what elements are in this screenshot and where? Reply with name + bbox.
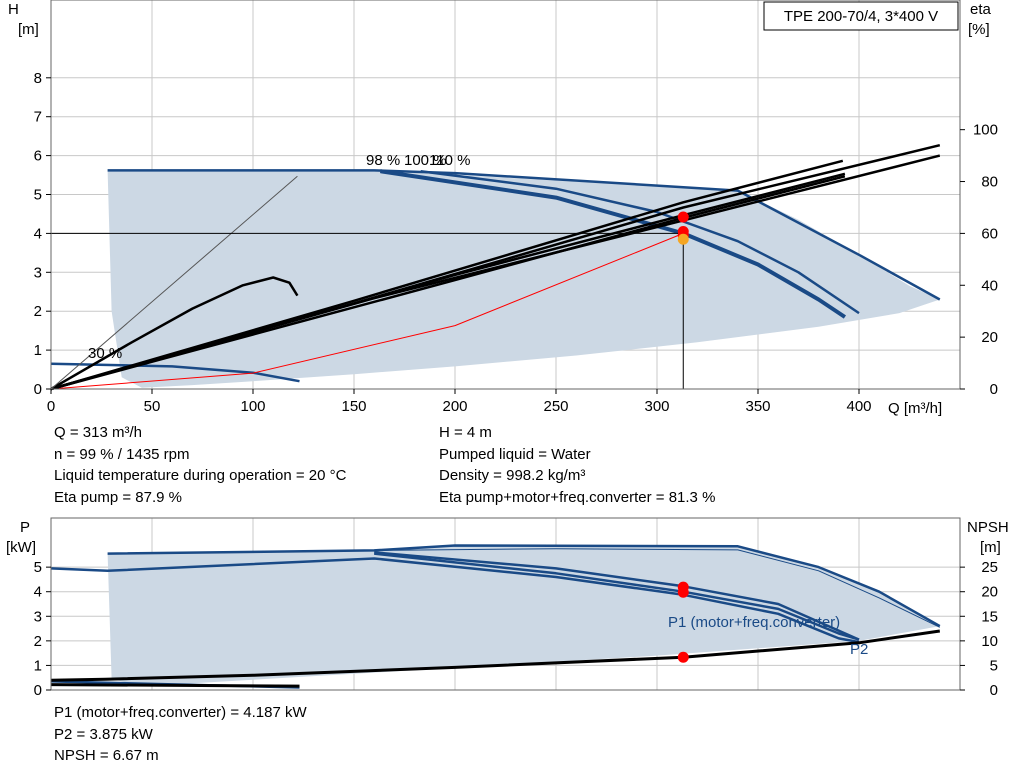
y-tick-label-left: 4 [34, 584, 42, 601]
envelope-area [51, 170, 940, 388]
y-tick-label-right: 20 [981, 329, 998, 346]
info-flow: Q = 313 m³/h [54, 424, 142, 441]
speed-label-110: 110 % [429, 152, 470, 169]
p2-series-label: P2 [850, 641, 868, 658]
y-tick-label-right: 80 [981, 174, 998, 191]
y-tick-label-right: 25 [981, 559, 998, 576]
envelope-area [51, 545, 940, 687]
y-tick-label-left: 0 [34, 682, 42, 699]
y-tick-label-left: 2 [34, 303, 42, 320]
info-head-left: Q = 313 m³/h n = 99 % / 1435 rpm Liquid … [54, 422, 346, 508]
y-tick-label-left: 7 [34, 109, 42, 126]
x-tick-label: 50 [144, 398, 161, 415]
npsh-axis-label: NPSH [967, 519, 1009, 536]
info-eta-total: Eta pump+motor+freq.converter = 81.3 % [439, 488, 716, 506]
h-axis-label: H [8, 1, 19, 18]
p1_thin-curve [374, 548, 941, 628]
plot-frame [50, 517, 961, 691]
speed-label-98: 98 % [366, 152, 400, 169]
y-tick-label-right: 100 [973, 122, 998, 139]
info-liquid: Pumped liquid = Water [439, 445, 591, 463]
x-tick-label: 400 [846, 398, 871, 415]
y-tick-label-left: 1 [34, 657, 42, 674]
info-eta-pump: Eta pump = 87.9 % [54, 488, 182, 506]
y-tick-label-right: 15 [981, 608, 998, 625]
y-tick-label-left: 5 [34, 559, 42, 576]
y-tick-label-right: 40 [981, 277, 998, 294]
head-curve [420, 169, 860, 315]
info-head-right: H = 4 m Pumped liquid = Water Density = … [439, 422, 715, 508]
x-tick-label: 350 [745, 398, 770, 415]
x-tick-label: 0 [47, 398, 55, 415]
info-head-value: H = 4 m [439, 424, 492, 441]
y-tick-label-right: 10 [981, 633, 998, 650]
p2-curve [50, 557, 860, 644]
info-density: Density = 998.2 kg/m³ [439, 467, 586, 484]
y-tick-label-right: 60 [981, 225, 998, 242]
y-tick-label-left: 2 [34, 633, 42, 650]
power-npsh-chart: 0 1 2 3 4 5 0 5 10 15 20 25 [34, 517, 998, 699]
x-tick-label: 200 [442, 398, 467, 415]
x-tick-label: 100 [240, 398, 265, 415]
x-tick-label: 300 [644, 398, 669, 415]
y-tick-label-left: 4 [34, 225, 42, 242]
q-axis-label: Q [m³/h] [888, 400, 942, 417]
operating-point [677, 211, 689, 223]
p1-curve [374, 552, 860, 641]
npsh-axis-unit: [m] [980, 539, 1001, 556]
eta-curve [50, 175, 846, 391]
info-power: P1 (motor+freq.converter) = 4.187 kW P2 … [54, 702, 307, 767]
speed-label-100: 100 % [404, 152, 447, 169]
x-tick-label: 150 [341, 398, 366, 415]
y-tick-label-left: 0 [34, 381, 42, 398]
operating-point [677, 651, 689, 663]
y-tick-label-left: 8 [34, 70, 42, 87]
head-curve [50, 362, 300, 383]
head-curve [380, 169, 847, 319]
eta-curve [50, 159, 844, 391]
p1-series-label: P1 (motor+freq.converter) [668, 614, 840, 631]
info-speed: n = 99 % / 1435 rpm [54, 445, 190, 463]
y-tick-label-right: 20 [981, 584, 998, 601]
y-tick-label-left: 6 [34, 148, 42, 165]
pump-title: TPE 200-70/4, 3*400 V [784, 8, 938, 25]
system-curve [50, 232, 684, 390]
y-tick-label-right: 0 [990, 381, 998, 398]
eta_low-curve [50, 276, 299, 391]
y-tick-label-left: 3 [34, 264, 42, 281]
p-axis-unit: [kW] [6, 539, 36, 556]
eta-axis-label: eta [970, 1, 992, 18]
speed-label-30: 30 % [88, 345, 122, 362]
info-npsh: NPSH = 6.67 m [54, 747, 159, 764]
y-tick-label-right: 5 [990, 657, 998, 674]
h-axis-unit: [m] [18, 21, 39, 38]
eta-curve [50, 154, 941, 391]
info-temperature: Liquid temperature during operation = 20… [54, 467, 347, 484]
info-p1: P1 (motor+freq.converter) = 4.187 kW [54, 704, 307, 721]
y-tick-label-left: 1 [34, 342, 42, 359]
npsh_low-curve [50, 683, 300, 688]
npsh-curve [50, 629, 941, 682]
head-curve [107, 169, 941, 301]
info-p2: P2 = 3.875 kW [54, 725, 153, 743]
y-tick-label-left: 3 [34, 608, 42, 625]
operating-point [677, 233, 689, 245]
line_thin-curve [50, 175, 298, 390]
y-tick-label-right: 0 [990, 682, 998, 699]
x-tick-label: 250 [543, 398, 568, 415]
title-box: TPE 200-70/4, 3*400 V [763, 1, 959, 31]
operating-point [677, 586, 689, 598]
p-axis-label: P [20, 519, 30, 536]
y-tick-label-left: 5 [34, 187, 42, 204]
eta-axis-unit: [%] [968, 21, 990, 38]
